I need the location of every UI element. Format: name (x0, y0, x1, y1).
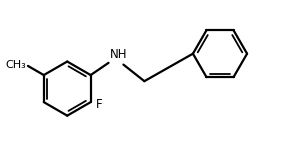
Text: F: F (96, 98, 103, 111)
Text: NH: NH (110, 48, 128, 61)
Text: CH₃: CH₃ (5, 60, 26, 70)
